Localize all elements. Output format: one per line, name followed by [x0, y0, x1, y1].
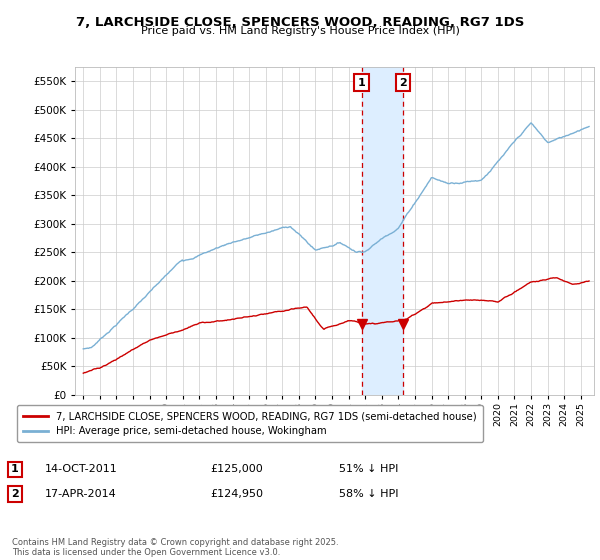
Text: 1: 1 [11, 464, 19, 474]
Legend: 7, LARCHSIDE CLOSE, SPENCERS WOOD, READING, RG7 1DS (semi-detached house), HPI: : 7, LARCHSIDE CLOSE, SPENCERS WOOD, READI… [17, 405, 482, 442]
Text: 2: 2 [399, 78, 407, 87]
Text: 1: 1 [358, 78, 365, 87]
Text: 17-APR-2014: 17-APR-2014 [45, 489, 117, 499]
Text: 2: 2 [11, 489, 19, 499]
Text: 14-OCT-2011: 14-OCT-2011 [45, 464, 118, 474]
Text: Contains HM Land Registry data © Crown copyright and database right 2025.
This d: Contains HM Land Registry data © Crown c… [12, 538, 338, 557]
Text: Price paid vs. HM Land Registry's House Price Index (HPI): Price paid vs. HM Land Registry's House … [140, 26, 460, 36]
Text: 58% ↓ HPI: 58% ↓ HPI [339, 489, 398, 499]
Text: 51% ↓ HPI: 51% ↓ HPI [339, 464, 398, 474]
Text: £124,950: £124,950 [210, 489, 263, 499]
Text: £125,000: £125,000 [210, 464, 263, 474]
Bar [362, 67, 403, 395]
Text: 7, LARCHSIDE CLOSE, SPENCERS WOOD, READING, RG7 1DS: 7, LARCHSIDE CLOSE, SPENCERS WOOD, READI… [76, 16, 524, 29]
